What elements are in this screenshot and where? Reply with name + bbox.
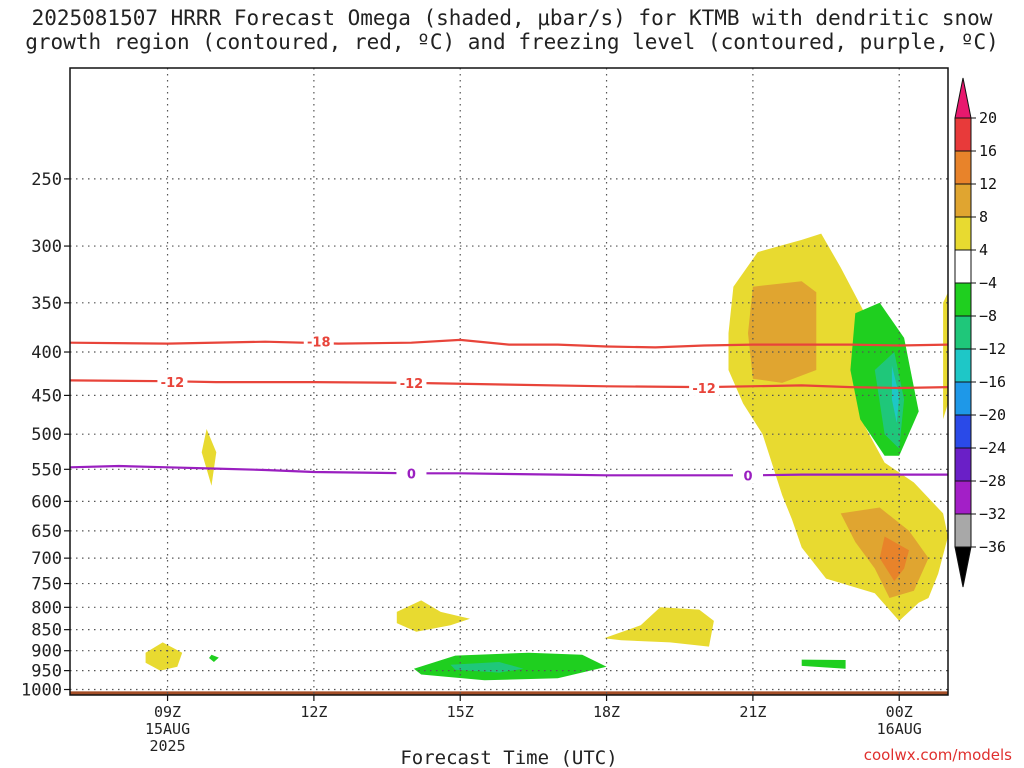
chart-title-line-2: growth region (contoured, red, ºC) and f…: [25, 30, 999, 54]
omega-shading: [145, 233, 948, 681]
contour-label-bg: [303, 333, 334, 350]
colorbar-swatch: [954, 480, 972, 515]
x-tick-label: 21Z: [739, 703, 766, 721]
y-tick-label: 1000: [21, 681, 62, 701]
omega-region-15: [874, 352, 905, 449]
y-tick-label: 450: [31, 386, 62, 406]
contour-label: -12: [400, 377, 424, 392]
colorbar-swatch: [954, 249, 972, 284]
omega-region-13: [801, 659, 846, 669]
ground-layer: [70, 691, 948, 695]
x-tick-label: 2025: [149, 737, 185, 755]
colorbar-swatch: [954, 216, 972, 251]
y-tick-label: 900: [31, 642, 62, 662]
colorbar-swatch: [954, 348, 972, 383]
colorbar-swatch: [954, 513, 972, 548]
contour-label-bg: [157, 374, 188, 391]
omega-region-9: [604, 607, 714, 647]
x-tick-label: 12Z: [300, 703, 327, 721]
contour-label-bg: [396, 465, 427, 482]
colorbar-label: −8: [979, 307, 997, 325]
y-tick-label: 550: [31, 460, 62, 480]
pressure-axis: 2503003504004505005506006507007508008509…: [21, 170, 70, 701]
colorbar-label: −4: [979, 274, 997, 292]
omega-region-16: [891, 365, 900, 423]
y-tick-label: 700: [31, 549, 62, 569]
y-tick-label: 950: [31, 662, 62, 682]
contour-3-line: [69, 464, 948, 477]
contour-label-bg: [689, 379, 720, 396]
omega-region-7: [145, 642, 183, 671]
contour-label: -18: [307, 336, 331, 351]
omega-region-4: [879, 536, 909, 582]
colorbar-label: −24: [979, 439, 1006, 457]
colorbar-label: 12: [979, 175, 997, 193]
x-tick-label: 00Z: [886, 703, 913, 721]
omega-region-8: [396, 600, 470, 632]
colorbar-label: 4: [979, 241, 988, 259]
x-axis-title: Forecast Time (UTC): [400, 747, 617, 768]
omega-region-2: [748, 281, 817, 383]
colorbar-swatch: [954, 150, 972, 185]
colorbar: 20 16 12 8 4 −4 −8 −12 −16 −20 −24 −28 −32 −36: [954, 77, 1006, 588]
colorbar-swatch: [954, 414, 972, 449]
colorbar-label: −16: [979, 373, 1006, 391]
contour-label: 0: [407, 467, 416, 482]
colorbar-label: −20: [979, 406, 1006, 424]
colorbar-bottom-arrow: [954, 546, 972, 588]
contour-1-line: [69, 338, 949, 349]
contour-label-bg: [396, 374, 427, 391]
contour-label: -12: [692, 382, 716, 397]
colorbar-label: −28: [979, 472, 1006, 490]
y-tick-label: 600: [31, 492, 62, 512]
x-tick-label: 16AUG: [877, 720, 922, 738]
colorbar-top-arrow: [954, 77, 972, 119]
y-tick-label: 300: [31, 237, 62, 257]
contour-label: -12: [161, 376, 185, 391]
contour-label-bg: [733, 467, 764, 484]
chart-title-line-1: 2025081507 HRRR Forecast Omega (shaded, …: [31, 6, 993, 30]
y-tick-label: 500: [31, 425, 62, 445]
colorbar-label: −12: [979, 340, 1006, 358]
ground-bar: [70, 691, 948, 695]
credit-link[interactable]: coolwx.com/models: [863, 746, 1012, 764]
y-tick-label: 400: [31, 343, 62, 363]
temperature-contours: -18 -12 -12 -12 0 0: [69, 333, 949, 484]
colorbar-label: 8: [979, 208, 988, 226]
y-tick-label: 850: [31, 621, 62, 641]
colorbar-label: −32: [979, 505, 1006, 523]
omega-region-11: [450, 662, 524, 673]
contour-label: 0: [743, 469, 752, 484]
colorbar-label: 16: [979, 142, 997, 160]
omega-region-12: [209, 654, 219, 662]
contour-2-line: [69, 379, 949, 390]
colorbar-swatch: [954, 282, 972, 317]
colorbar-label: 20: [979, 109, 997, 127]
colorbar-label: −36: [979, 538, 1006, 556]
x-tick-label: 15AUG: [145, 720, 190, 738]
x-tick-label: 09Z: [154, 703, 181, 721]
y-tick-label: 800: [31, 598, 62, 618]
colorbar-swatch: [954, 315, 972, 350]
plot-frame: [69, 67, 949, 696]
y-tick-label: 250: [31, 170, 62, 190]
colorbar-swatch: [954, 447, 972, 482]
x-tick-label: 15Z: [447, 703, 474, 721]
y-tick-label: 650: [31, 522, 62, 542]
y-tick-label: 750: [31, 575, 62, 595]
colorbar-swatch: [954, 183, 972, 218]
plot-border: [69, 67, 949, 696]
x-tick-label: 18Z: [593, 703, 620, 721]
omega-region-6: [201, 429, 217, 486]
colorbar-swatch: [954, 381, 972, 416]
y-tick-label: 350: [31, 294, 62, 314]
colorbar-swatch: [954, 117, 972, 152]
